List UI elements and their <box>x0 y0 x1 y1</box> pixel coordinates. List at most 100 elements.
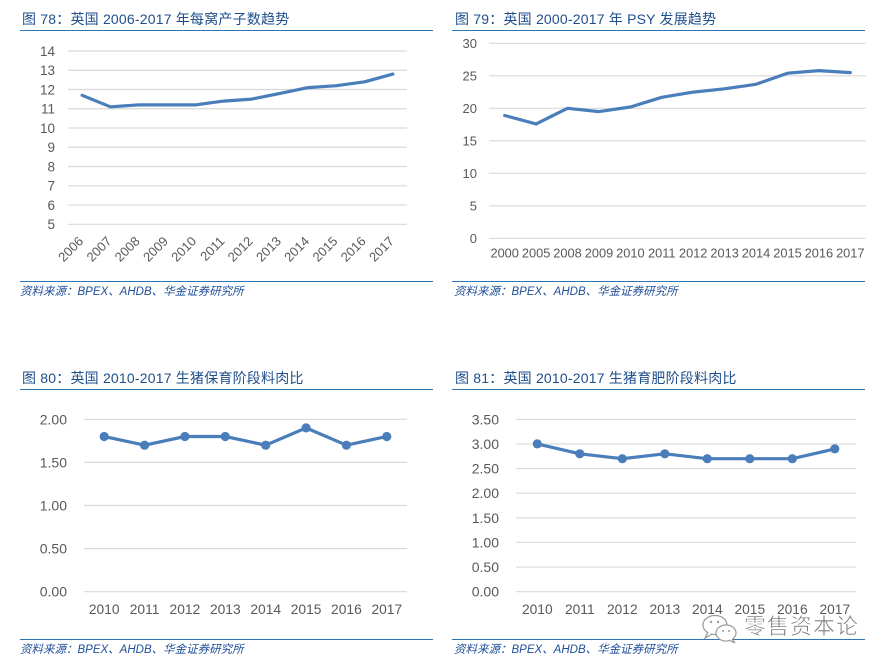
data-point <box>382 431 392 442</box>
x-tick-label: 2016 <box>777 602 808 617</box>
x-tick-label: 2009 <box>585 246 613 261</box>
y-tick-label: 5 <box>470 199 477 214</box>
data-point <box>180 431 190 442</box>
figure-81-top-rule <box>452 388 865 390</box>
figure-78-source: 资料来源：BPEX、AHDB、华金证券研究所 <box>20 286 244 298</box>
x-tick-label: 2000 <box>490 246 518 261</box>
y-tick-label: 3.50 <box>472 411 499 427</box>
x-tick-label: 2013 <box>710 246 738 261</box>
x-tick-label: 2009 <box>140 234 171 265</box>
x-tick-label: 2007 <box>83 234 114 265</box>
y-tick-label: 10 <box>40 121 55 136</box>
x-tick-label: 2012 <box>679 246 707 261</box>
y-tick-label: 12 <box>40 82 55 97</box>
x-tick-label: 2014 <box>281 234 312 265</box>
figure-81-bottom-rule <box>452 638 865 640</box>
x-tick-label: 2013 <box>210 602 241 617</box>
y-tick-label: 13 <box>40 63 55 78</box>
y-tick-label: 0.00 <box>40 584 67 600</box>
y-tick-label: 1.00 <box>40 498 67 514</box>
x-tick-label: 2012 <box>170 602 201 617</box>
x-tick-label: 2017 <box>366 234 397 265</box>
chart-80-nursery-fcr: 0.00 0.50 1.00 1.50 2.00 2010 2011 2012 2013 2014… <box>40 411 407 617</box>
data-point <box>830 444 840 454</box>
y-tick-label: 2.00 <box>472 485 499 501</box>
y-tick-label: 25 <box>463 69 477 84</box>
x-tick-label: 2017 <box>371 602 402 617</box>
y-tick-label: 0.00 <box>472 584 499 600</box>
x-tick-label: 2013 <box>253 234 284 265</box>
figure-80-bottom-rule <box>20 638 433 640</box>
y-tick-label: 3.00 <box>472 436 499 452</box>
wechat-icon <box>702 614 737 644</box>
data-point <box>617 454 627 464</box>
x-tick-label: 2016 <box>805 246 833 261</box>
x-tick-label: 2006 <box>55 234 86 265</box>
data-point <box>702 454 712 464</box>
data-point <box>220 431 230 442</box>
x-tick-label: 2010 <box>168 234 199 265</box>
chart-81-finishing-fcr: 0.00 0.50 1.00 1.50 2.00 2.50 3.00 3.50 2010 2011… <box>472 411 856 617</box>
y-tick-label: 5 <box>47 217 55 232</box>
figure-79-top-rule <box>452 29 865 31</box>
series-line <box>80 72 395 109</box>
figure-80-title: 图 80：英国 2010-2017 生猪保育阶段料肉比 <box>22 370 304 386</box>
y-tick-label: 7 <box>47 179 55 194</box>
y-tick-label: 10 <box>463 166 477 181</box>
y-tick-label: 1.00 <box>472 535 499 551</box>
x-tick-label: 2008 <box>553 246 581 261</box>
figure-80-top-rule <box>20 388 433 390</box>
x-tick-label: 2016 <box>331 602 362 617</box>
x-tick-label: 2015 <box>309 234 340 265</box>
y-tick-label: 2.00 <box>40 411 67 427</box>
y-tick-label: 30 <box>463 36 477 51</box>
y-tick-label: 8 <box>47 159 55 174</box>
chart-79-psy: 0 5 10 15 20 25 30 2000 2005 2008 2009 2010 2011 2012… <box>463 36 866 261</box>
figure-79-title: 图 79：英国 2000-2017 年 PSY 发展趋势 <box>455 11 717 27</box>
y-tick-label: 9 <box>47 140 55 155</box>
data-point <box>140 440 150 450</box>
x-tick-label: 2016 <box>338 234 369 265</box>
figure-78-bottom-rule <box>20 281 433 282</box>
series-line <box>102 426 389 447</box>
y-tick-label: 1.50 <box>472 510 499 526</box>
x-tick-label: 2008 <box>112 234 143 265</box>
x-tick-label: 2011 <box>130 602 160 617</box>
figure-81-source: 资料来源：BPEX、AHDB、华金证券研究所 <box>454 644 678 656</box>
x-tick-label: 2011 <box>197 234 227 264</box>
x-tick-label: 2015 <box>291 602 322 617</box>
x-tick-label: 2011 <box>565 602 595 617</box>
data-point <box>341 440 351 450</box>
data-point <box>261 440 271 450</box>
y-tick-label: 15 <box>463 134 477 149</box>
y-tick-label: 0 <box>470 231 477 246</box>
data-point <box>575 449 585 459</box>
x-tick-label: 2015 <box>773 246 801 261</box>
chart-78-litter-size: 5678910111213142006200720082009201020112… <box>40 44 407 265</box>
x-tick-label: 2010 <box>89 602 120 617</box>
data-point <box>787 454 797 464</box>
data-point <box>532 439 542 449</box>
x-tick-label: 2010 <box>616 246 644 261</box>
x-tick-label: 2013 <box>649 602 680 617</box>
figure-78-title: 图 78：英国 2006-2017 年每窝产子数趋势 <box>22 11 290 27</box>
watermark-text: 零售资本论 <box>744 615 860 641</box>
x-tick-label: 2017 <box>836 246 864 261</box>
x-tick-label: 2014 <box>250 602 281 617</box>
figure-78-top-rule <box>20 29 433 31</box>
x-tick-label: 2014 <box>742 246 770 261</box>
x-tick-label: 2017 <box>819 602 850 617</box>
x-tick-label: 2010 <box>522 602 553 617</box>
y-tick-label: 14 <box>40 44 56 59</box>
y-tick-label: 11 <box>41 102 55 117</box>
y-tick-label: 0.50 <box>40 541 67 557</box>
series-line <box>503 68 852 126</box>
y-tick-label: 1.50 <box>40 454 67 470</box>
figure-80-source: 资料来源：BPEX、AHDB、华金证券研究所 <box>20 644 244 656</box>
data-point <box>745 454 755 464</box>
x-tick-label: 2011 <box>648 246 676 261</box>
x-tick-label: 2012 <box>225 234 256 265</box>
y-tick-label: 0.50 <box>472 559 499 575</box>
x-tick-label: 2005 <box>522 246 550 261</box>
